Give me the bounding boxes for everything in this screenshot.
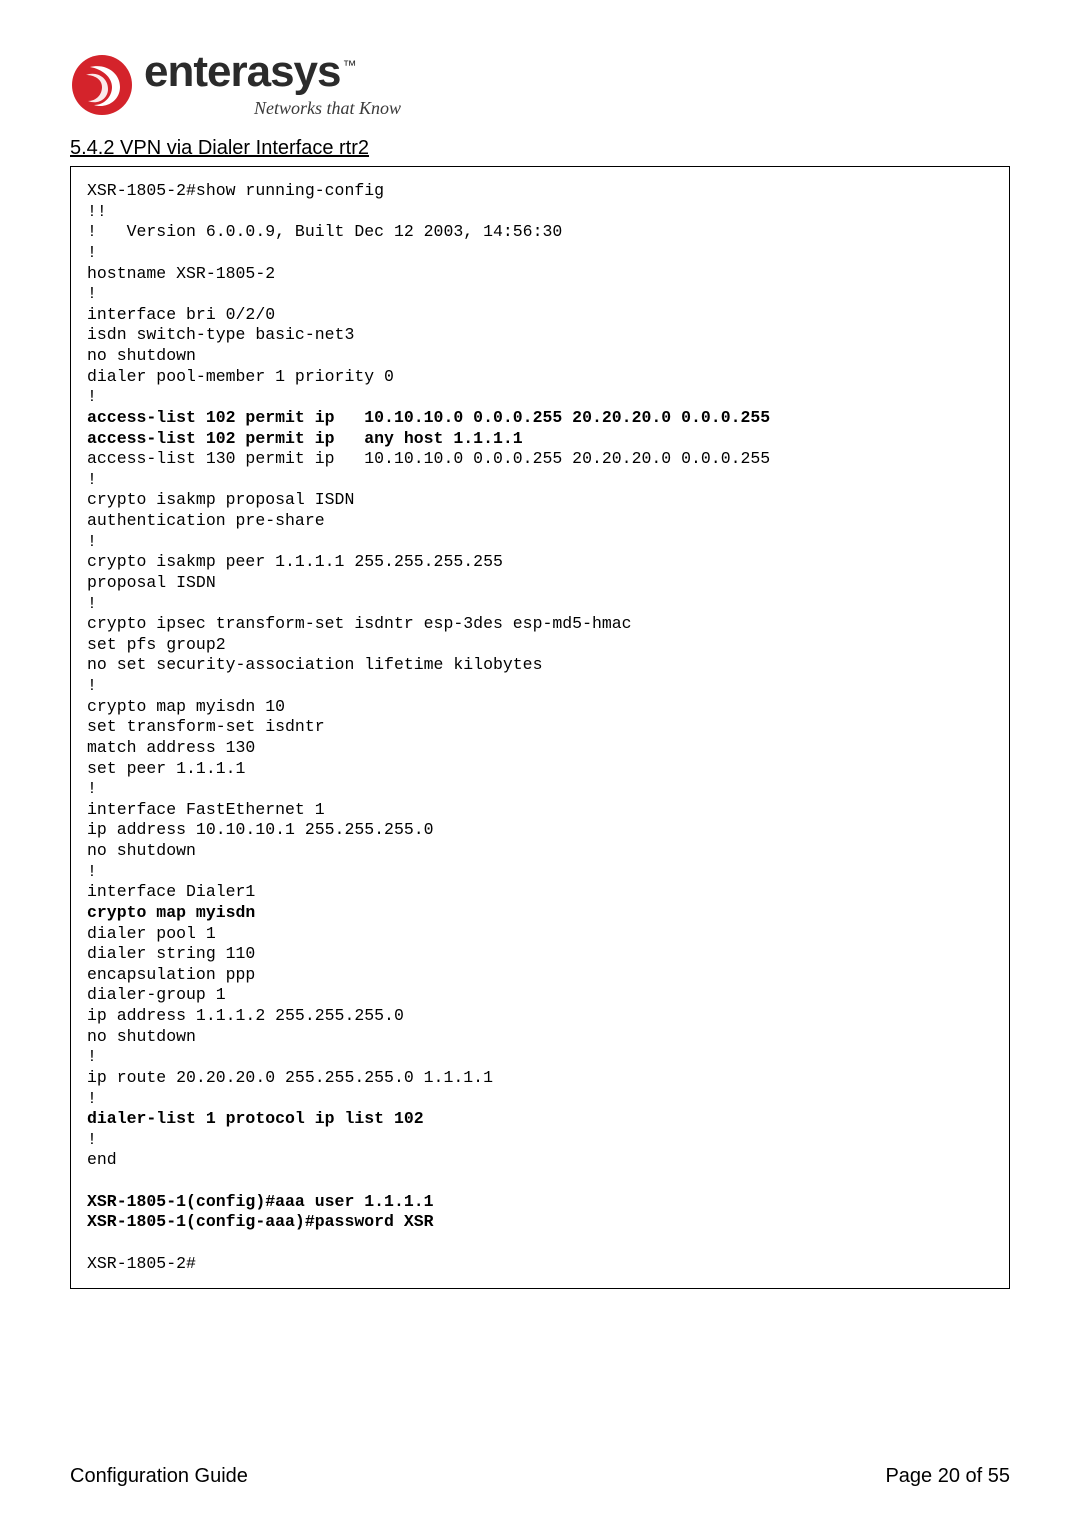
page-footer: Configuration Guide Page 20 of 55: [70, 1465, 1010, 1488]
code-line: encapsulation ppp: [87, 965, 255, 984]
code-line: XSR-1805-2#: [87, 1254, 196, 1273]
code-line: isdn switch-type basic-net3: [87, 325, 354, 344]
logo-header: enterasys™ Networks that Know: [70, 50, 1010, 119]
code-line: !!: [87, 202, 107, 221]
code-line-bold: XSR-1805-1(config-aaa)#password XSR: [87, 1212, 434, 1231]
code-line: !: [87, 532, 97, 551]
code-line: no set security-association lifetime kil…: [87, 655, 542, 674]
code-line: XSR-1805-2#show running-config: [87, 181, 384, 200]
code-line: !: [87, 1047, 97, 1066]
code-line: ! Version 6.0.0.9, Built Dec 12 2003, 14…: [87, 222, 562, 241]
code-line: !: [87, 1130, 97, 1149]
code-line: dialer pool 1: [87, 924, 216, 943]
code-line: access-list 130 permit ip 10.10.10.0 0.0…: [87, 449, 770, 468]
code-line: !: [87, 1089, 97, 1108]
code-line: !: [87, 470, 97, 489]
code-line: !: [87, 676, 97, 695]
brand-tagline: Networks that Know: [254, 98, 401, 119]
code-line: interface bri 0/2/0: [87, 305, 275, 324]
brand-name: enterasys™: [144, 50, 401, 94]
code-line: dialer-group 1: [87, 985, 226, 1004]
code-line: crypto isakmp proposal ISDN: [87, 490, 354, 509]
code-line-bold: dialer-list 1 protocol ip list 102: [87, 1109, 424, 1128]
code-line: ip address 1.1.1.2 255.255.255.0: [87, 1006, 404, 1025]
code-line: !: [87, 387, 97, 406]
code-line: set pfs group2: [87, 635, 226, 654]
code-line-bold: access-list 102 permit ip 10.10.10.0 0.0…: [87, 408, 770, 427]
code-line: dialer string 110: [87, 944, 255, 963]
code-line: crypto isakmp peer 1.1.1.1 255.255.255.2…: [87, 552, 503, 571]
trademark-symbol: ™: [342, 57, 355, 73]
code-line: !: [87, 243, 97, 262]
code-line: ip address 10.10.10.1 255.255.255.0: [87, 820, 434, 839]
code-line: end: [87, 1150, 117, 1169]
footer-right: Page 20 of 55: [885, 1465, 1010, 1488]
code-line: crypto map myisdn 10: [87, 697, 285, 716]
code-line: proposal ISDN: [87, 573, 216, 592]
footer-left: Configuration Guide: [70, 1465, 248, 1488]
code-line: ip route 20.20.20.0 255.255.255.0 1.1.1.…: [87, 1068, 493, 1087]
code-line: !: [87, 862, 97, 881]
code-line: hostname XSR-1805-2: [87, 264, 275, 283]
brand-name-text: enterasys: [144, 47, 340, 96]
code-line-bold: access-list 102 permit ip any host 1.1.1…: [87, 429, 523, 448]
code-line: set peer 1.1.1.1: [87, 759, 245, 778]
section-heading: 5.4.2 VPN via Dialer Interface rtr2: [70, 137, 1010, 160]
code-line: authentication pre-share: [87, 511, 325, 530]
code-line: match address 130: [87, 738, 255, 757]
code-line: crypto ipsec transform-set isdntr esp-3d…: [87, 614, 632, 633]
code-line-bold: crypto map myisdn: [87, 903, 255, 922]
logo-text-block: enterasys™ Networks that Know: [144, 50, 401, 119]
code-line: !: [87, 284, 97, 303]
config-code-block: XSR-1805-2#show running-config !! ! Vers…: [70, 166, 1010, 1289]
code-line: !: [87, 594, 97, 613]
code-line: !: [87, 779, 97, 798]
code-line: set transform-set isdntr: [87, 717, 325, 736]
code-line: dialer pool-member 1 priority 0: [87, 367, 394, 386]
code-line: no shutdown: [87, 841, 196, 860]
page: enterasys™ Networks that Know 5.4.2 VPN …: [0, 0, 1080, 1528]
code-line: no shutdown: [87, 1027, 196, 1046]
enterasys-logo-icon: [70, 53, 134, 117]
code-line: interface FastEthernet 1: [87, 800, 325, 819]
code-line-bold: XSR-1805-1(config)#aaa user 1.1.1.1: [87, 1192, 434, 1211]
code-line: interface Dialer1: [87, 882, 255, 901]
code-line: no shutdown: [87, 346, 196, 365]
